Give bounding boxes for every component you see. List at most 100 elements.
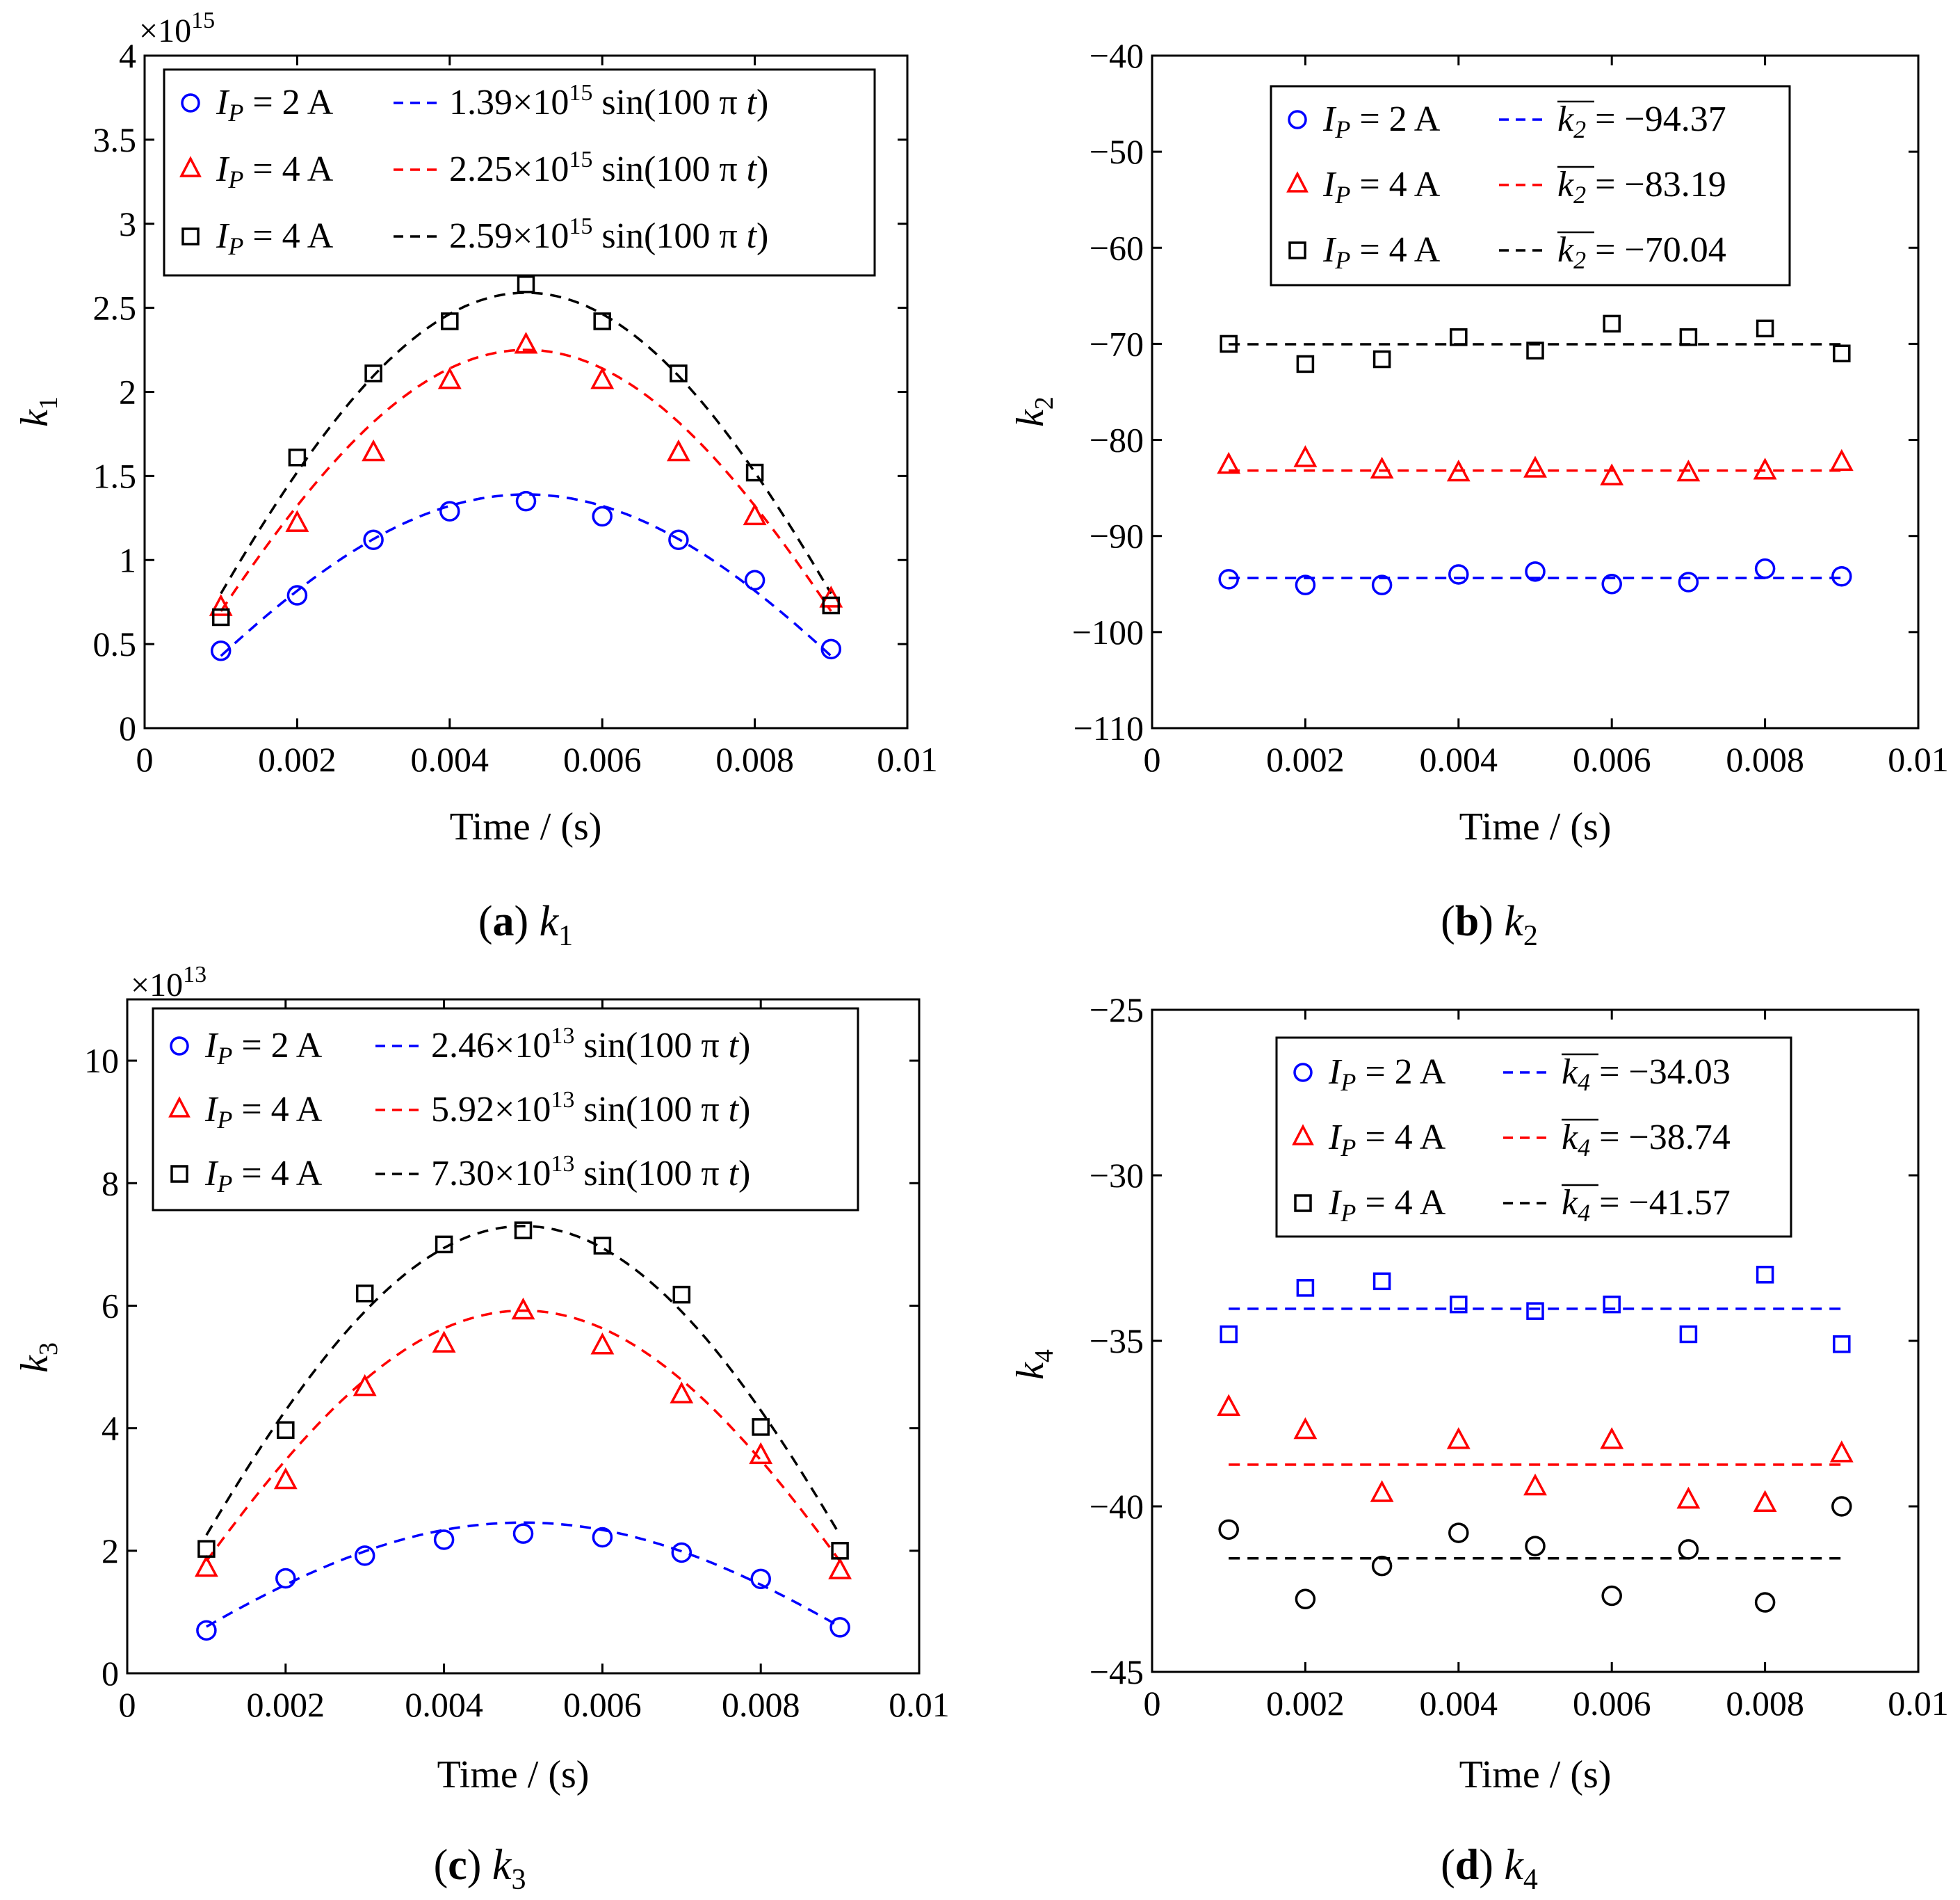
data-point-circle	[820, 638, 842, 660]
data-point-triangle	[828, 1557, 852, 1579]
legend-fit-label: 2.25×1015 sin(100 π t)	[449, 147, 768, 189]
data-point-circle	[1371, 1555, 1393, 1577]
data-point-circle	[363, 529, 384, 550]
y-tick-label: −70	[1090, 324, 1144, 363]
data-point-triangle	[1829, 449, 1854, 472]
data-point-square	[1526, 341, 1544, 360]
panel-b-legend: IP = 2 A k2 = −94.37 IP = 4 A k2 = −83.1…	[1270, 85, 1791, 287]
y-tick-label: 2	[119, 373, 136, 412]
data-point-square	[1526, 1302, 1544, 1320]
x-tick-label: 0.008	[1726, 740, 1804, 779]
x-tick-label: 0	[1144, 740, 1161, 779]
y-tick-label: 4	[102, 1409, 119, 1448]
legend-marker	[1293, 1063, 1313, 1082]
data-point-circle	[829, 1617, 850, 1638]
data-point-triangle	[1217, 1394, 1241, 1416]
x-tick-label: 0	[1144, 1684, 1161, 1723]
data-point-square	[1450, 1295, 1468, 1314]
panel-b-xlabel: Time / (s)	[1459, 805, 1612, 848]
data-point-circle	[1601, 574, 1622, 595]
x-tick-label: 0.002	[1266, 740, 1345, 779]
panel-c-exponent: ×1013	[131, 962, 206, 1004]
legend-label: IP = 2 A	[1322, 99, 1441, 143]
data-point-square	[435, 1235, 453, 1254]
legend-entry: IP = 4 A 2.59×1015 sin(100 π t)	[181, 214, 768, 260]
legend-entry: IP = 4 A 7.30×1013 sin(100 π t)	[170, 1151, 750, 1198]
data-point-square	[745, 463, 764, 482]
data-point-square	[1372, 350, 1391, 369]
legend-marker	[1286, 171, 1309, 193]
legend-fit-label: k4 = −41.57	[1562, 1183, 1731, 1227]
data-point-circle	[1371, 574, 1393, 595]
panel-b-ylabel: k2	[1009, 396, 1059, 427]
data-point-triangle	[743, 503, 767, 526]
data-point-square	[593, 1237, 612, 1255]
data-point-square	[1679, 328, 1698, 346]
data-point-triangle	[1217, 451, 1241, 474]
plot-area-c: 0 0.002 0.004 0.006 0.008 0.01 0 2 4 6 8 10	[84, 998, 950, 1724]
data-point-triangle	[666, 439, 690, 462]
data-point-square	[197, 1540, 216, 1558]
legend-entry: IP = 4 A k2 = −70.04	[1288, 230, 1726, 274]
data-point-triangle	[1829, 1440, 1854, 1463]
data-point-circle	[1601, 1585, 1622, 1607]
fit-curve	[220, 493, 832, 657]
y-tick-label: −110	[1074, 709, 1144, 748]
data-point-square	[752, 1418, 770, 1436]
data-point-triangle	[670, 1381, 694, 1403]
fit-curve	[205, 1309, 841, 1562]
data-point-square	[1603, 1295, 1621, 1314]
panel-d-legend: IP = 2 A k4 = −34.03 IP = 4 A k4 = −38.7…	[1275, 1036, 1792, 1238]
legend-box	[163, 68, 876, 277]
data-point-circle	[1218, 569, 1239, 590]
panel-b-caption: (b) k2	[1441, 898, 1538, 952]
data-point-circle	[275, 1568, 296, 1589]
legend-entry: IP = 2 A k4 = −34.03	[1293, 1052, 1731, 1096]
data-point-triangle	[749, 1442, 773, 1465]
plot-area-a: 0 0.002 0.004 0.006 0.008 0.01 0 0.5 1 1.5 2 2.5 3 3.…	[93, 36, 938, 779]
legend-fit-label: k4 = −38.74	[1562, 1118, 1731, 1161]
panel-c-chart: ×1013 k3 Time / (s) (c) k3 0 0.002 0.004 0.…	[13, 962, 950, 1896]
y-tick-label: −60	[1090, 228, 1144, 267]
x-tick-label: 0.004	[411, 740, 489, 779]
y-tick-label: 0	[119, 709, 136, 748]
legend-label: IP = 4 A	[1322, 230, 1441, 274]
data-point-triangle	[590, 367, 615, 389]
panel-d-chart: k4 Time / (s) (d) k4 0 0.002 0.004 0.006 0.0…	[1009, 990, 1949, 1896]
panel-d-caption: (d) k4	[1441, 1842, 1538, 1896]
data-point-square	[831, 1542, 849, 1560]
legend-marker	[168, 1096, 191, 1118]
data-point-circle	[1525, 561, 1546, 582]
data-point-triangle	[1446, 459, 1471, 482]
x-tick-label: 0.008	[715, 740, 794, 779]
x-tick-label: 0.002	[1266, 1684, 1345, 1723]
data-point-circle	[1218, 1519, 1239, 1540]
data-point-square	[288, 449, 307, 467]
legend-marker	[179, 156, 202, 177]
legend-fit-label: 1.39×1015 sin(100 π t)	[449, 80, 768, 122]
data-point-triangle	[1370, 456, 1394, 479]
data-point-circle	[1754, 1592, 1776, 1613]
data-point-square	[355, 1285, 374, 1303]
x-tick-label: 0.01	[889, 1685, 950, 1724]
legend-entry: IP = 2 A 1.39×1015 sin(100 π t)	[181, 80, 768, 127]
legend-fit-label: k2 = −83.19	[1557, 165, 1726, 209]
y-tick-label: 0.5	[93, 625, 137, 663]
data-point-triangle	[1370, 1480, 1394, 1502]
y-tick-label: 3	[119, 204, 136, 243]
data-point-triangle	[1523, 1473, 1547, 1496]
legend-fit-label: 2.46×1013 sin(100 π t)	[431, 1023, 750, 1065]
data-point-triangle	[285, 510, 309, 532]
data-point-triangle	[1753, 1490, 1777, 1512]
data-point-square	[593, 312, 611, 330]
legend-marker	[181, 227, 200, 245]
data-point-circle	[750, 1568, 771, 1590]
y-tick-label: −50	[1090, 132, 1144, 171]
data-point-square	[1756, 319, 1774, 338]
y-tick-label: 1	[119, 540, 136, 579]
data-point-square	[670, 364, 688, 383]
panel-a-exponent: ×1015	[139, 8, 215, 49]
legend-label: IP = 4 A	[204, 1154, 323, 1198]
data-point-triangle	[1600, 1427, 1624, 1449]
